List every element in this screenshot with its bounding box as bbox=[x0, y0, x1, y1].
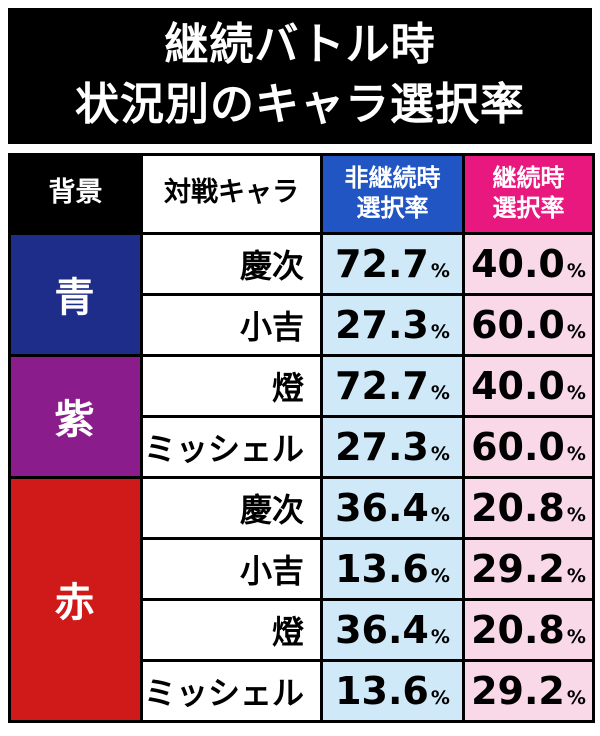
percent-sign: % bbox=[430, 381, 450, 404]
character-cell: 慶次 bbox=[140, 475, 323, 540]
rate-non-continue-cell: 27.3% bbox=[320, 414, 465, 479]
rate-non-continue-cell: 36.4% bbox=[320, 597, 465, 662]
rate-value: 36.4 bbox=[335, 607, 429, 652]
table-row: 小吉 13.6% 29.2% bbox=[10, 536, 595, 601]
character-cell: 燈 bbox=[140, 597, 323, 662]
rate-continue-cell: 60.0% bbox=[462, 292, 595, 357]
header-row: 背景 対戦キャラ 非継続時 選択率 継続時 選択率 bbox=[8, 152, 595, 235]
rate-value: 60.0 bbox=[471, 302, 565, 347]
rate-value: 20.8 bbox=[471, 607, 565, 652]
rate-continue-cell: 60.0% bbox=[462, 414, 595, 479]
header-continue-line2: 選択率 bbox=[492, 193, 565, 222]
percent-sign: % bbox=[566, 503, 586, 526]
percent-sign: % bbox=[430, 564, 450, 587]
character-cell: 小吉 bbox=[140, 536, 323, 601]
character-cell: ミッシェル bbox=[140, 414, 323, 479]
rate-value: 27.3 bbox=[335, 424, 429, 469]
table-row: ミッシェル 27.3% 60.0% bbox=[10, 414, 595, 479]
rate-value: 72.7 bbox=[335, 241, 429, 286]
header-continue-line1: 継続時 bbox=[492, 164, 565, 193]
rate-value: 40.0 bbox=[471, 363, 565, 408]
table-row: 燈 36.4% 20.8% bbox=[10, 597, 595, 662]
rate-non-continue-cell: 27.3% bbox=[320, 292, 465, 357]
percent-sign: % bbox=[430, 625, 450, 648]
percent-sign: % bbox=[430, 320, 450, 343]
rate-value: 27.3 bbox=[335, 302, 429, 347]
rate-non-continue-cell: 72.7% bbox=[320, 231, 465, 296]
rate-value: 36.4 bbox=[335, 485, 429, 530]
rate-value: 13.6 bbox=[335, 668, 429, 713]
header-non-continue-rate: 非継続時 選択率 bbox=[320, 152, 465, 235]
group-label-blue: 青 bbox=[8, 231, 143, 357]
selection-rate-table: 背景 対戦キャラ 非継続時 選択率 継続時 選択率 青 慶次 72.7% 40.… bbox=[8, 152, 595, 723]
percent-sign: % bbox=[566, 686, 586, 709]
header-background: 背景 bbox=[8, 152, 143, 235]
rate-value: 29.2 bbox=[471, 668, 565, 713]
percent-sign: % bbox=[566, 625, 586, 648]
percent-sign: % bbox=[566, 442, 586, 465]
character-cell: 燈 bbox=[140, 353, 323, 418]
table-row: ミッシェル 13.6% 29.2% bbox=[10, 658, 595, 723]
rate-continue-cell: 29.2% bbox=[462, 536, 595, 601]
character-cell: 慶次 bbox=[140, 231, 323, 296]
rate-value: 40.0 bbox=[471, 241, 565, 286]
rate-continue-cell: 20.8% bbox=[462, 597, 595, 662]
percent-sign: % bbox=[430, 686, 450, 709]
group-label-red: 赤 bbox=[8, 475, 143, 723]
rate-continue-cell: 40.0% bbox=[462, 353, 595, 418]
percent-sign: % bbox=[566, 320, 586, 343]
title-line-1: 継続バトル時 bbox=[164, 19, 436, 70]
rate-non-continue-cell: 13.6% bbox=[320, 658, 465, 723]
header-non-continue-line1: 非継続時 bbox=[344, 164, 441, 193]
rate-non-continue-cell: 13.6% bbox=[320, 536, 465, 601]
table-row: 小吉 27.3% 60.0% bbox=[10, 292, 595, 357]
percent-sign: % bbox=[566, 564, 586, 587]
rate-continue-cell: 40.0% bbox=[462, 231, 595, 296]
title-line-2: 状況別のキャラ選択率 bbox=[75, 78, 525, 130]
rate-value: 72.7 bbox=[335, 363, 429, 408]
percent-sign: % bbox=[566, 381, 586, 404]
group-label-purple: 紫 bbox=[8, 353, 143, 479]
rate-non-continue-cell: 72.7% bbox=[320, 353, 465, 418]
rate-non-continue-cell: 36.4% bbox=[320, 475, 465, 540]
rate-continue-cell: 29.2% bbox=[462, 658, 595, 723]
rate-continue-cell: 20.8% bbox=[462, 475, 595, 540]
page-title: 継続バトル時 状況別のキャラ選択率 bbox=[8, 8, 592, 144]
header-character: 対戦キャラ bbox=[140, 152, 323, 235]
rate-value: 20.8 bbox=[471, 485, 565, 530]
percent-sign: % bbox=[430, 442, 450, 465]
percent-sign: % bbox=[430, 259, 450, 282]
rate-value: 13.6 bbox=[335, 546, 429, 591]
table-row: 紫 燈 72.7% 40.0% bbox=[8, 353, 595, 479]
table-row: 青 慶次 72.7% 40.0% bbox=[8, 231, 595, 357]
percent-sign: % bbox=[566, 259, 586, 282]
table-row: 赤 慶次 36.4% 20.8% bbox=[8, 475, 595, 723]
percent-sign: % bbox=[430, 503, 450, 526]
rate-value: 29.2 bbox=[471, 546, 565, 591]
character-cell: 小吉 bbox=[140, 292, 323, 357]
rate-value: 60.0 bbox=[471, 424, 565, 469]
header-non-continue-line2: 選択率 bbox=[356, 193, 429, 222]
character-cell: ミッシェル bbox=[140, 658, 323, 723]
header-continue-rate: 継続時 選択率 bbox=[462, 152, 595, 235]
